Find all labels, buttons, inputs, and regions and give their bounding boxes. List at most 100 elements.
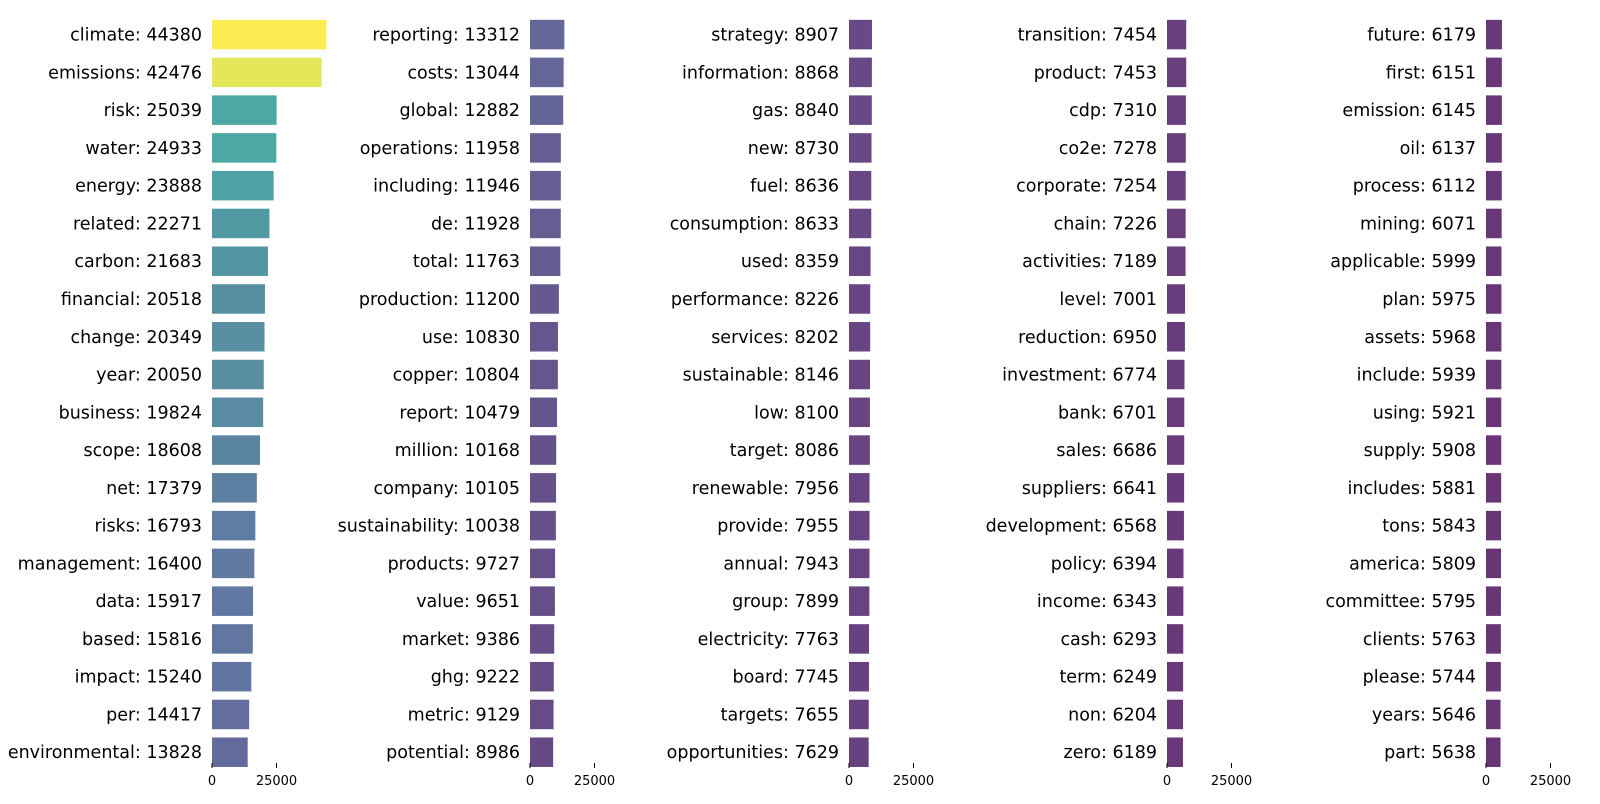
bar-label: risks: 16793	[94, 517, 202, 537]
bar-targets	[849, 699, 869, 730]
bar-label: opportunities: 7629	[667, 743, 839, 763]
bar-related	[212, 208, 270, 239]
bar-services	[849, 322, 871, 352]
bar-label: costs: 13044	[407, 63, 520, 83]
bar-label: climate: 44380	[70, 26, 202, 46]
bar-company	[530, 473, 557, 503]
bar-label: term: 6249	[1059, 668, 1157, 688]
bar-label: million: 10168	[395, 441, 520, 461]
bar-label: reduction: 6950	[1018, 328, 1157, 348]
bar-label: per: 14417	[106, 705, 202, 725]
bar-label: board: 7745	[732, 668, 839, 688]
bar-label: copper: 10804	[393, 366, 520, 386]
bar-label: global: 12882	[399, 101, 520, 121]
bar-label: zero: 6189	[1064, 743, 1157, 763]
bar-label: environmental: 13828	[8, 743, 202, 763]
bar-label: include: 5939	[1357, 366, 1476, 386]
bar-level	[1167, 284, 1186, 314]
bar-including	[530, 170, 561, 201]
bar-label: suppliers: 6641	[1022, 479, 1157, 499]
bar-label: year: 20050	[96, 366, 202, 386]
bar-copper	[530, 359, 558, 390]
bar-clients	[1486, 624, 1501, 654]
bar-label: oil: 6137	[1400, 139, 1476, 159]
bar-climate	[212, 19, 327, 50]
bar-label: information: 8868	[682, 63, 839, 83]
bar-mining	[1486, 208, 1502, 239]
bar-transition	[1167, 19, 1187, 50]
bar-label: new: 8730	[748, 139, 839, 159]
bar-label: supply: 5908	[1364, 441, 1476, 461]
bar-label: assets: 5968	[1364, 328, 1476, 348]
bar-label: tons: 5843	[1382, 517, 1476, 537]
bar-sustainable	[849, 359, 871, 390]
bar-strategy	[849, 19, 872, 50]
bar-market	[530, 624, 555, 654]
bar-label: company: 10105	[373, 479, 520, 499]
bar-using	[1486, 397, 1502, 428]
bar-label: plan: 5975	[1382, 290, 1476, 310]
bar-label: cash: 6293	[1060, 630, 1157, 650]
x-tick-label: 0	[526, 774, 534, 789]
bar-first	[1486, 57, 1502, 88]
bar-net	[212, 473, 257, 503]
bar-used	[849, 246, 871, 276]
bar-america	[1486, 548, 1501, 579]
chart-panel-3: strategy: 8907 information: 8868 gas: 8840…	[667, 19, 934, 789]
bar-label: investment: 6774	[1002, 366, 1157, 386]
bar-carbon	[212, 246, 268, 276]
bar-reduction	[1167, 322, 1185, 352]
bar-potential	[530, 737, 554, 767]
bar-label: corporate: 7254	[1016, 177, 1157, 197]
bar-plan	[1486, 284, 1502, 314]
bar-years	[1486, 699, 1501, 730]
bar-label: activities: 7189	[1022, 252, 1157, 272]
bar-ghg	[530, 661, 554, 692]
bar-please	[1486, 661, 1501, 692]
bar-label: impact: 15240	[75, 668, 202, 688]
x-tick-label: 0	[845, 774, 853, 789]
bar-future	[1486, 19, 1502, 50]
bar-new	[849, 133, 872, 163]
bar-based	[212, 624, 253, 654]
bar-label: products: 9727	[388, 554, 520, 574]
bar-label: financial: 20518	[61, 290, 202, 310]
bar-assets	[1486, 322, 1502, 352]
bar-label: operations: 11958	[360, 139, 520, 159]
bar-products	[530, 548, 556, 579]
x-tick-label: 0	[208, 774, 216, 789]
bar-product	[1167, 57, 1187, 88]
bar-label: non: 6204	[1068, 705, 1157, 725]
bar-operations	[530, 133, 561, 163]
bar-label: production: 11200	[359, 290, 520, 310]
bar-label: potential: 8986	[386, 743, 520, 763]
bar-label: consumption: 8633	[670, 214, 839, 234]
bar-label: part: 5638	[1384, 743, 1476, 763]
bar-label: product: 7453	[1034, 63, 1157, 83]
bar-label: provide: 7955	[717, 517, 839, 537]
bar-total	[530, 246, 561, 276]
bar-consumption	[849, 208, 872, 239]
bar-information	[849, 57, 872, 88]
bar-metric	[530, 699, 554, 730]
bar-label: target: 8086	[730, 441, 839, 461]
bar-label: carbon: 21683	[74, 252, 202, 272]
bar-sustainability	[530, 510, 556, 541]
bar-business	[212, 397, 264, 428]
bar-label: market: 9386	[402, 630, 520, 650]
bar-target	[849, 435, 870, 465]
x-tick-label: 25000	[1211, 774, 1252, 789]
bar-label: business: 19824	[59, 403, 202, 423]
bar-cdp	[1167, 95, 1186, 125]
chart-panel-4: transition: 7454 product: 7453 cdp: 7310 co…	[986, 19, 1252, 789]
bar-label: based: 15816	[82, 630, 202, 650]
bar-label: renewable: 7956	[692, 479, 839, 499]
bar-activities	[1167, 246, 1186, 276]
bar-label: including: 11946	[373, 177, 520, 197]
bar-label: electricity: 7763	[698, 630, 839, 650]
bar-label: please: 5744	[1363, 668, 1476, 688]
bar-use	[530, 322, 558, 352]
bar-label: de: 11928	[431, 214, 520, 234]
bar-label: ghg: 9222	[431, 668, 520, 688]
bar-label: level: 7001	[1059, 290, 1157, 310]
